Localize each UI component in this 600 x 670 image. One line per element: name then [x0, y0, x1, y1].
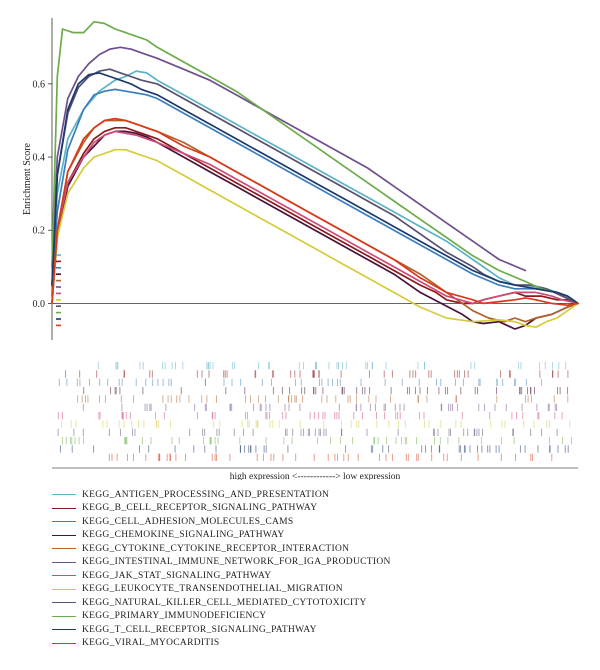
- series-line: [51, 20, 579, 305]
- series-line: [51, 72, 579, 305]
- series-line: [51, 148, 579, 329]
- legend-item: KEGG_NATURAL_KILLER_CELL_MEDIATED_CYTOTO…: [52, 596, 572, 610]
- gsea-enrichment-chart: 0.0 0.2 0.4 0.6 Enrichment Score high expre…: [22, 18, 579, 480]
- legend-swatch: [52, 534, 76, 536]
- y-axis-label: Enrichment Score: [22, 142, 33, 214]
- legend-item: KEGG_PRIMARY_IMMUNODEFICIENCY: [52, 610, 572, 624]
- legend-swatch: [52, 494, 76, 496]
- legend-swatch: [52, 575, 76, 577]
- legend-swatch: [52, 588, 76, 590]
- y-tick-label: 0.6: [33, 79, 46, 90]
- legend-label: KEGG_T_CELL_RECEPTOR_SIGNALING_PATHWAY: [82, 624, 317, 635]
- hit-barcode: [52, 362, 578, 469]
- start-markers: [56, 254, 61, 327]
- legend-item: KEGG_CYTOKINE_CYTOKINE_RECEPTOR_INTERACT…: [52, 542, 572, 556]
- legend-item: KEGG_B_CELL_RECEPTOR_SIGNALING_PATHWAY: [52, 502, 572, 516]
- legend-item: KEGG_JAK_STAT_SIGNALING_PATHWAY: [52, 569, 572, 583]
- legend-label: KEGG_CYTOKINE_CYTOKINE_RECEPTOR_INTERACT…: [82, 543, 350, 554]
- legend-label: KEGG_ANTIGEN_PROCESSING_AND_PRESENTATION: [82, 489, 330, 500]
- legend-label: KEGG_PRIMARY_IMMUNODEFICIENCY: [82, 611, 267, 622]
- legend-swatch: [52, 629, 76, 631]
- legend-swatch: [52, 602, 76, 604]
- legend-item: KEGG_LEUKOCYTE_TRANSENDOTHELIAL_MIGRATIO…: [52, 583, 572, 597]
- legend-item: KEGG_ANTIGEN_PROCESSING_AND_PRESENTATION: [52, 488, 572, 502]
- legend-item: KEGG_CELL_ADHESION_MOLECULES_CAMS: [52, 515, 572, 529]
- y-axis: 0.0 0.2 0.4 0.6: [33, 18, 53, 340]
- series-line: [51, 117, 579, 307]
- legend-swatch: [52, 615, 76, 617]
- legend-label: KEGG_INTESTINAL_IMMUNE_NETWORK_FOR_IGA_P…: [82, 557, 391, 568]
- legend-item: KEGG_INTESTINAL_IMMUNE_NETWORK_FOR_IGA_P…: [52, 556, 572, 570]
- legend: KEGG_ANTIGEN_PROCESSING_AND_PRESENTATION…: [52, 488, 572, 650]
- legend-item: KEGG_VIRAL_MYOCARDITIS: [52, 637, 572, 651]
- barcode-caption: high expression <------------> low expre…: [230, 472, 401, 480]
- y-tick-label: 0.4: [33, 153, 46, 164]
- legend-swatch: [52, 548, 76, 550]
- legend-label: KEGG_CELL_ADHESION_MOLECULES_CAMS: [82, 516, 294, 527]
- legend-swatch: [52, 642, 76, 644]
- legend-swatch: [52, 507, 76, 509]
- y-tick-label: 0.2: [33, 226, 46, 237]
- legend-item: KEGG_CHEMOKINE_SIGNALING_PATHWAY: [52, 529, 572, 543]
- legend-swatch: [52, 561, 76, 563]
- legend-label: KEGG_JAK_STAT_SIGNALING_PATHWAY: [82, 570, 272, 581]
- legend-swatch: [52, 521, 76, 523]
- legend-label: KEGG_VIRAL_MYOCARDITIS: [82, 638, 220, 649]
- series-line: [51, 130, 579, 330]
- legend-label: KEGG_B_CELL_RECEPTOR_SIGNALING_PATHWAY: [82, 503, 318, 514]
- legend-label: KEGG_LEUKOCYTE_TRANSENDOTHELIAL_MIGRATIO…: [82, 584, 343, 595]
- y-tick-label: 0.0: [33, 299, 46, 310]
- series-line: [51, 46, 527, 272]
- legend-item: KEGG_T_CELL_RECEPTOR_SIGNALING_PATHWAY: [52, 623, 572, 637]
- legend-label: KEGG_CHEMOKINE_SIGNALING_PATHWAY: [82, 530, 285, 541]
- legend-label: KEGG_NATURAL_KILLER_CELL_MEDIATED_CYTOTO…: [82, 597, 367, 608]
- series-line: [51, 88, 579, 305]
- enrichment-lines: [51, 20, 579, 330]
- series-line: [51, 130, 579, 305]
